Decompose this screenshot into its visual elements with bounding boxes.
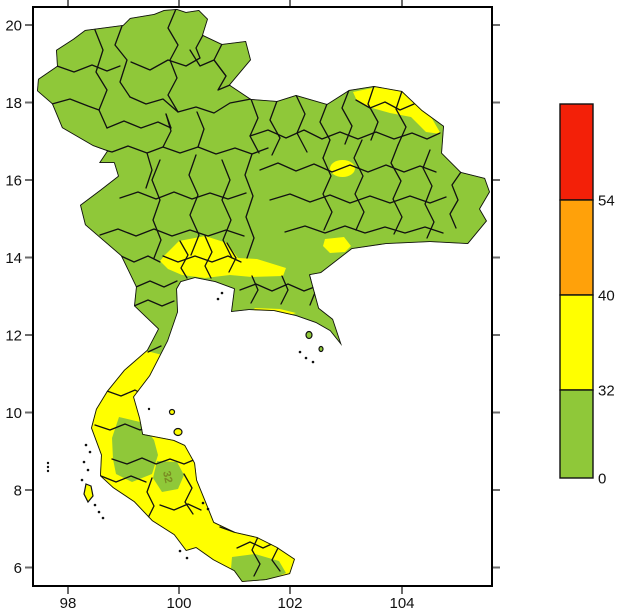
colorbar-segment-green bbox=[559, 389, 594, 479]
y-tick-label: 12 bbox=[5, 327, 22, 344]
colorbar-segment-red bbox=[559, 103, 594, 201]
y-tick-label: 6 bbox=[14, 560, 22, 577]
x-tick-label: 104 bbox=[389, 595, 414, 610]
colorbar-segment-orange bbox=[559, 199, 594, 296]
colorbar-label-54: 54 bbox=[598, 192, 615, 209]
island-kochang bbox=[305, 330, 313, 340]
colorbar-label-0: 0 bbox=[598, 470, 606, 487]
x-axis-labels: 98 100 102 104 bbox=[60, 595, 415, 610]
small-islets bbox=[46, 291, 315, 560]
plot-frame bbox=[32, 6, 493, 587]
island-kokut bbox=[318, 345, 324, 353]
y-tick-label: 20 bbox=[5, 17, 22, 34]
island-samui bbox=[173, 427, 183, 437]
province-boundaries bbox=[51, 9, 462, 577]
y-tick-label: 16 bbox=[5, 172, 22, 189]
x-tick-label: 102 bbox=[277, 595, 302, 610]
islands bbox=[83, 330, 324, 504]
island-phangan bbox=[168, 408, 176, 416]
heat-region-bangkok bbox=[160, 236, 286, 278]
y-tick-label: 10 bbox=[5, 405, 22, 422]
y-axis-ticks bbox=[25, 24, 500, 569]
heat-region-south-peninsula bbox=[40, 351, 360, 582]
coastline-outline bbox=[37, 9, 490, 582]
island-phuket bbox=[83, 483, 94, 504]
y-axis-labels: 20 18 16 14 12 10 8 6 bbox=[5, 17, 22, 577]
x-axis-ticks bbox=[67, 0, 403, 594]
colorbar-segment-yellow bbox=[559, 294, 594, 391]
x-tick-label: 100 bbox=[166, 595, 191, 610]
y-tick-label: 14 bbox=[5, 250, 22, 267]
x-tick-label: 98 bbox=[60, 595, 77, 610]
colorbar-label-32: 32 bbox=[598, 382, 615, 399]
contour-label-32: 32 bbox=[160, 470, 174, 484]
y-tick-label: 8 bbox=[14, 482, 22, 499]
cool-region-nakhonsithammarat bbox=[153, 461, 184, 492]
heat-region-buriram bbox=[323, 237, 351, 253]
y-tick-label: 18 bbox=[5, 95, 22, 112]
thailand-map: 32 bbox=[37, 9, 490, 582]
colorbar: 54 40 32 0 bbox=[559, 103, 615, 487]
colorbar-label-40: 40 bbox=[598, 287, 615, 304]
